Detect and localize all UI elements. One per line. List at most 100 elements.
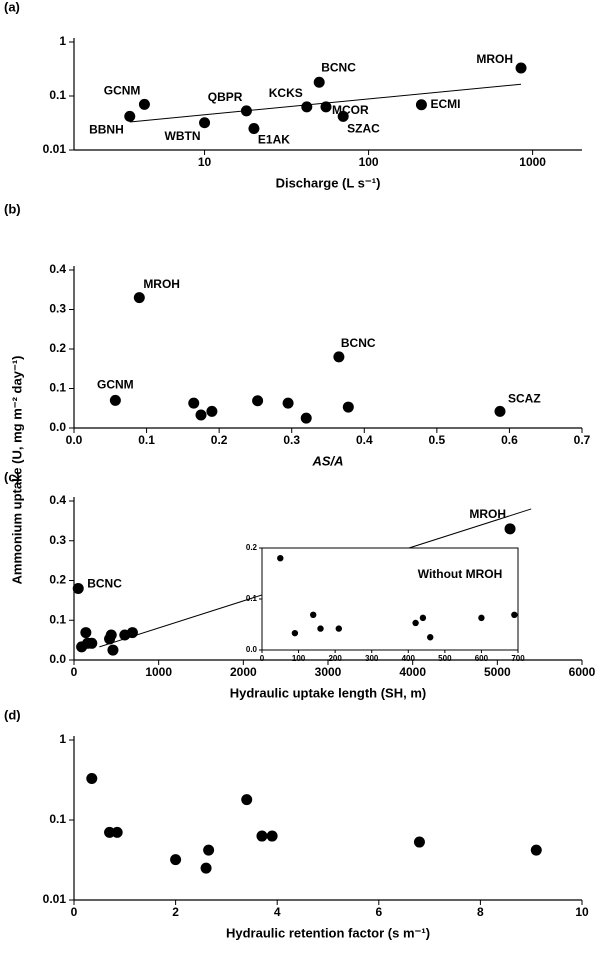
data-point [199, 117, 211, 129]
y-tick-label: 0.4 [49, 262, 66, 276]
data-point [412, 619, 419, 627]
x-axis-label: Discharge (L s⁻¹) [276, 175, 381, 190]
data-point [300, 412, 312, 424]
x-axis-label: Hydraulic uptake length (SH, m) [230, 685, 426, 700]
data-point [109, 394, 121, 406]
data-point [310, 611, 317, 619]
x-tick-label: 0.1 [138, 433, 155, 447]
data-point [86, 773, 98, 785]
x-tick-label: 3000 [315, 665, 342, 679]
y-tick-label: 0.1 [49, 612, 66, 626]
x-tick-label: 0 [71, 665, 78, 679]
point-label: GCNM [97, 378, 134, 392]
data-point [291, 629, 299, 637]
y-tick-label: 0.3 [49, 302, 66, 316]
panel-label: (c) [4, 469, 20, 484]
y-tick-label: 0.0 [49, 420, 66, 434]
point-label: SCAZ [508, 392, 541, 406]
x-tick-label: 0 [260, 654, 265, 663]
y-tick-label: 0.1 [246, 594, 258, 603]
data-point [282, 397, 294, 409]
x-tick-label: 10 [575, 905, 589, 919]
y-tick-label: 1 [59, 34, 66, 48]
data-point [277, 555, 284, 562]
x-tick-label: 100 [359, 155, 379, 169]
data-point [86, 637, 98, 649]
data-point [415, 99, 427, 111]
data-point [313, 76, 325, 88]
data-point [111, 826, 123, 838]
x-tick-label: 0.5 [429, 433, 446, 447]
inset-frame [261, 547, 519, 651]
y-tick-label: 0.0 [49, 652, 66, 666]
point-label: GCNM [104, 84, 141, 98]
annotation: Without MROH [418, 567, 503, 581]
point-label: QBPR [208, 90, 243, 104]
data-point [248, 123, 260, 135]
data-point [195, 409, 207, 421]
data-point [427, 634, 434, 641]
x-tick-label: 600 [475, 654, 489, 663]
point-label: BCNC [321, 60, 356, 74]
data-point [104, 826, 116, 838]
point-label: WBTN [165, 129, 201, 143]
point-label: SZAC [347, 122, 380, 136]
x-tick-label: 0.7 [574, 433, 591, 447]
x-tick-label: 6000 [569, 665, 596, 679]
data-point [317, 625, 324, 632]
data-point [342, 401, 354, 413]
data-point [333, 351, 345, 363]
data-point [256, 830, 268, 842]
y-tick-label: 0.1 [49, 381, 66, 395]
x-tick-label: 400 [402, 654, 416, 663]
x-tick-label: 1000 [145, 665, 172, 679]
point-label: MROH [469, 507, 506, 521]
data-point [478, 614, 485, 622]
data-point [320, 101, 332, 113]
y-tick-label: 0.01 [43, 892, 67, 906]
y-tick-label: 0.01 [43, 142, 67, 156]
point-label: MCOR [332, 103, 369, 117]
y-tick-label: 0.2 [49, 573, 66, 587]
data-point [241, 794, 253, 806]
x-tick-label: 100 [292, 654, 306, 663]
x-tick-label: 4 [274, 905, 281, 919]
x-tick-label: 8 [477, 905, 484, 919]
x-axis-label: Hydraulic retention factor (s m⁻¹) [226, 925, 430, 940]
x-tick-label: 1000 [519, 155, 546, 169]
data-point [124, 110, 136, 122]
panel-label: (d) [4, 707, 21, 722]
data-point [337, 110, 349, 122]
data-point [133, 292, 145, 304]
data-point [105, 629, 117, 641]
y-tick-label: 0.3 [49, 533, 66, 547]
data-point [203, 844, 215, 856]
x-tick-label: 300 [365, 654, 379, 663]
point-label: ECMI [430, 97, 460, 111]
panel-label: (a) [4, 0, 20, 14]
data-point [301, 101, 313, 113]
data-point [266, 830, 278, 842]
data-point [72, 582, 84, 594]
point-label: MROH [143, 277, 180, 291]
x-tick-label: 0 [71, 905, 78, 919]
data-point [419, 614, 427, 622]
y-tick-label: 1 [59, 732, 66, 746]
y-tick-label: 0.2 [246, 543, 258, 552]
y-tick-label: 0.0 [246, 645, 258, 654]
x-tick-label: 0.3 [283, 433, 300, 447]
data-point [413, 836, 425, 848]
x-tick-label: 200 [328, 654, 342, 663]
x-tick-label: 0.6 [501, 433, 518, 447]
x-tick-label: 700 [511, 654, 525, 663]
point-label: KCKS [269, 86, 303, 100]
x-tick-label: 6 [375, 905, 382, 919]
data-point [240, 105, 252, 117]
x-tick-label: 500 [438, 654, 452, 663]
data-point [138, 98, 150, 110]
y-tick-label: 0.1 [49, 88, 66, 102]
data-point [80, 627, 92, 639]
panel-label: (b) [4, 201, 21, 216]
data-point [335, 625, 342, 632]
